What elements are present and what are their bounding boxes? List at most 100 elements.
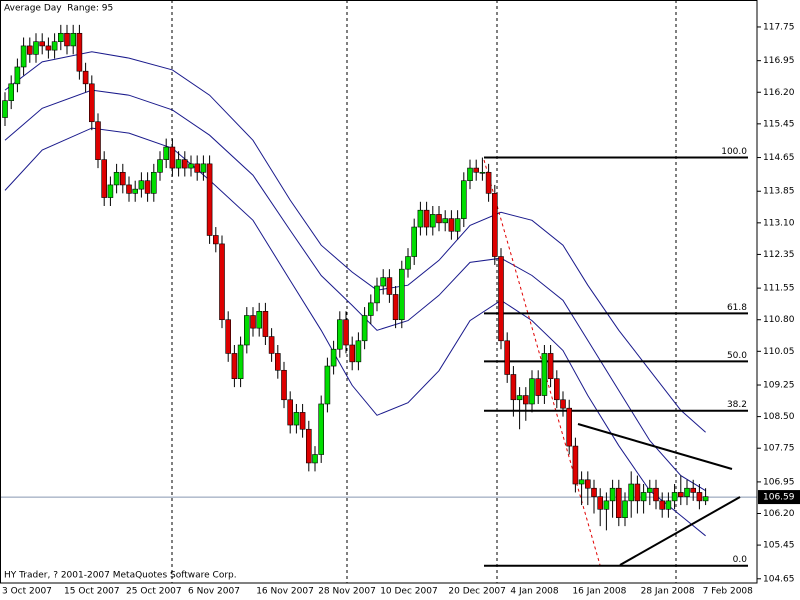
candle-body — [206, 163, 213, 236]
candle-body — [57, 32, 64, 43]
ma-band — [4, 51, 706, 433]
y-tick-label: 117.75 — [763, 22, 795, 32]
candle-body — [535, 378, 542, 396]
y-tick-label: 113.10 — [763, 218, 795, 228]
candle-body — [237, 344, 244, 379]
candle-body — [529, 378, 535, 405]
x-tick-label: 3 Oct 2007 — [2, 587, 52, 597]
candle-body — [467, 167, 473, 182]
candle-body — [318, 403, 325, 455]
y-tick-label: 110.05 — [763, 347, 795, 357]
candle-body — [392, 294, 399, 321]
candle-body — [256, 310, 263, 329]
candle-body — [305, 428, 312, 464]
candle-body — [659, 500, 666, 510]
candle-body — [101, 159, 107, 198]
y-tick-label: 107.75 — [763, 444, 795, 454]
candle-body — [194, 163, 200, 173]
candle-body — [609, 487, 616, 502]
y-tick-label: 113.85 — [763, 187, 795, 197]
candle-body — [20, 45, 27, 68]
candle-body — [2, 100, 8, 118]
plot-frame — [0, 0, 758, 584]
candle-body — [702, 496, 709, 502]
candle-body — [8, 83, 14, 101]
candle-body — [268, 336, 275, 354]
y-tick-label: 106.20 — [763, 509, 795, 519]
candle-body — [355, 340, 362, 363]
candle-body — [479, 171, 486, 174]
candle-body — [690, 487, 697, 493]
candle-body — [622, 500, 628, 519]
candle-body — [547, 353, 554, 379]
candle-body — [584, 479, 591, 489]
candle-body — [163, 146, 169, 160]
candle-body — [653, 487, 659, 502]
candle-body — [336, 319, 343, 350]
candle-body — [151, 171, 157, 194]
candle-body — [553, 378, 560, 401]
candle-body — [324, 365, 331, 405]
x-tick-label: 10 Dec 2007 — [380, 587, 438, 597]
candle-body — [107, 184, 114, 198]
candle-body — [82, 70, 89, 85]
candle-body — [591, 487, 597, 497]
ma-band — [4, 127, 706, 537]
candle-body — [138, 180, 145, 190]
candle-body — [386, 277, 393, 295]
x-tick-label: 7 Feb 2008 — [703, 587, 754, 597]
candle-body — [200, 163, 207, 173]
candle-body — [76, 32, 83, 72]
candle-body — [126, 184, 132, 194]
candle-body — [64, 32, 70, 47]
candle-body — [696, 492, 703, 502]
candle-body — [684, 487, 690, 497]
fib-label: 38.2 — [727, 400, 747, 410]
candle-body — [429, 214, 436, 228]
fib-label: 61.8 — [727, 303, 747, 313]
candle-body — [578, 479, 585, 485]
candle-body — [312, 454, 318, 464]
x-tick-label: 6 Nov 2007 — [188, 587, 240, 597]
candle-body — [343, 319, 349, 346]
plot-layer: 100.0 61.8 50.0 38.2 0.0 — [0, 0, 757, 583]
candle-body — [51, 41, 58, 51]
x-tick-label: 20 Dec 2007 — [448, 587, 506, 597]
candle-body — [39, 41, 46, 47]
candle-body — [398, 268, 405, 321]
candle-body — [157, 159, 163, 173]
candle-body — [665, 500, 672, 510]
candle-body — [182, 159, 188, 169]
candle-body — [361, 315, 368, 342]
candle-body — [299, 412, 306, 430]
candle-body — [454, 218, 461, 232]
candle-body — [274, 353, 281, 371]
candle-body — [175, 159, 182, 169]
candle-body — [231, 353, 238, 379]
candle-body — [33, 41, 39, 55]
candle-body — [671, 492, 678, 502]
y-tick-label: 109.25 — [763, 381, 795, 391]
candle-body — [442, 218, 449, 224]
y-tick-label: 110.80 — [763, 315, 795, 325]
x-tick-label: 16 Nov 2007 — [256, 587, 314, 597]
candle-body — [113, 171, 120, 186]
candle-body — [603, 500, 610, 510]
y-tick-label: 115.45 — [763, 119, 795, 129]
candle-body — [132, 188, 138, 194]
current-price-label: 106.59 — [763, 493, 795, 503]
candle-body — [460, 180, 467, 219]
candle-body — [628, 483, 635, 502]
candle-body — [485, 171, 492, 194]
candle-body — [188, 163, 194, 169]
candle-body — [615, 487, 622, 519]
candle-body — [405, 256, 411, 270]
candle-body — [448, 218, 455, 232]
x-tick-label: 15 Oct 2007 — [64, 587, 120, 597]
triangle-lower — [619, 496, 741, 566]
candle-body — [287, 399, 294, 426]
y-tick-label: 116.95 — [763, 56, 795, 66]
candle-body — [45, 45, 52, 51]
